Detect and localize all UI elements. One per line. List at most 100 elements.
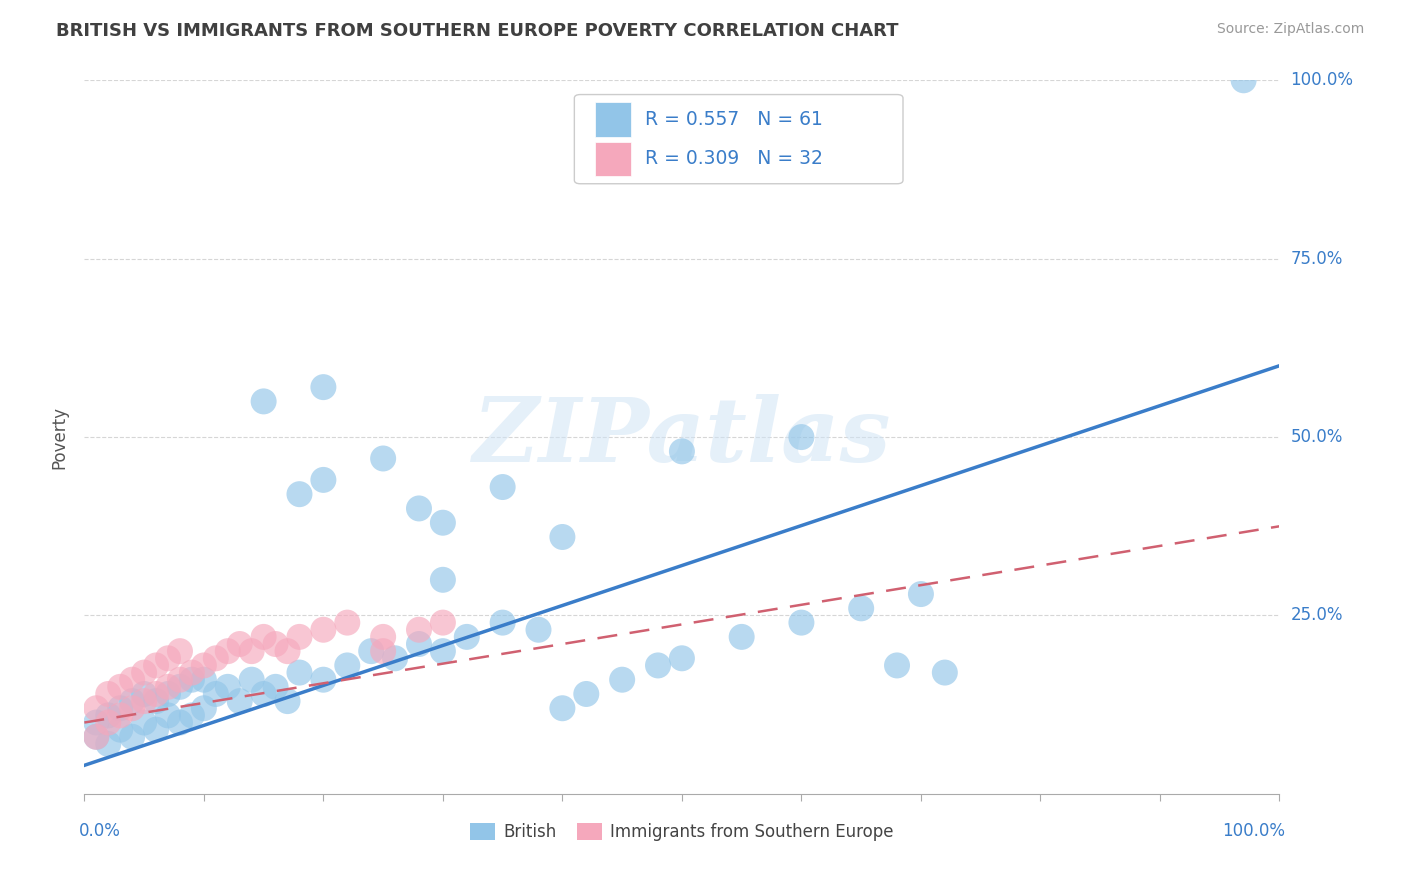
Text: Source: ZipAtlas.com: Source: ZipAtlas.com	[1216, 22, 1364, 37]
FancyBboxPatch shape	[575, 95, 903, 184]
FancyBboxPatch shape	[595, 142, 630, 176]
Point	[217, 680, 239, 694]
FancyBboxPatch shape	[595, 103, 630, 136]
Point	[169, 680, 191, 694]
Text: 0.0%: 0.0%	[79, 822, 121, 840]
Point	[1233, 73, 1256, 87]
Point	[145, 658, 167, 673]
Point	[336, 615, 359, 630]
Point	[910, 587, 932, 601]
Text: 75.0%: 75.0%	[1291, 250, 1343, 268]
Text: 100.0%: 100.0%	[1291, 71, 1354, 89]
Point	[132, 665, 156, 680]
Point	[264, 680, 287, 694]
Point	[492, 615, 515, 630]
Point	[384, 651, 406, 665]
Text: R = 0.309   N = 32: R = 0.309 N = 32	[645, 149, 823, 169]
Point	[336, 658, 359, 673]
Point	[312, 673, 335, 687]
Point	[205, 687, 228, 701]
Point	[671, 651, 693, 665]
Text: 100.0%: 100.0%	[1222, 822, 1285, 840]
Point	[86, 701, 108, 715]
Point	[934, 665, 956, 680]
Point	[277, 644, 299, 658]
Point	[132, 687, 156, 701]
Point	[373, 644, 395, 658]
Point	[575, 687, 598, 701]
Point	[132, 715, 156, 730]
Point	[86, 715, 108, 730]
Legend: British, Immigrants from Southern Europe: British, Immigrants from Southern Europe	[461, 815, 903, 850]
Point	[288, 630, 311, 644]
Point	[373, 451, 395, 466]
Text: BRITISH VS IMMIGRANTS FROM SOUTHERN EUROPE POVERTY CORRELATION CHART: BRITISH VS IMMIGRANTS FROM SOUTHERN EURO…	[56, 22, 898, 40]
Point	[456, 630, 478, 644]
Point	[121, 673, 143, 687]
Point	[288, 487, 311, 501]
Point	[886, 658, 908, 673]
Point	[86, 730, 108, 744]
Point	[97, 708, 120, 723]
Point	[97, 715, 120, 730]
Point	[790, 615, 813, 630]
Point	[181, 665, 204, 680]
Point	[121, 694, 143, 708]
Point	[97, 737, 120, 751]
Point	[110, 701, 132, 715]
Point	[157, 680, 180, 694]
Point	[229, 637, 252, 651]
Point	[240, 644, 263, 658]
Point	[277, 694, 299, 708]
Point	[86, 730, 108, 744]
Point	[408, 637, 430, 651]
Point	[288, 665, 311, 680]
Point	[253, 687, 276, 701]
Point	[121, 701, 143, 715]
Point	[169, 673, 191, 687]
Point	[492, 480, 515, 494]
Point	[264, 637, 287, 651]
Point	[851, 601, 873, 615]
Point	[312, 380, 335, 394]
Y-axis label: Poverty: Poverty	[51, 406, 69, 468]
Point	[229, 694, 252, 708]
Point	[432, 516, 454, 530]
Point	[432, 615, 454, 630]
Point	[193, 673, 215, 687]
Point	[647, 658, 669, 673]
Point	[671, 444, 693, 458]
Point	[145, 723, 167, 737]
Point	[527, 623, 550, 637]
Point	[132, 694, 156, 708]
Point	[731, 630, 754, 644]
Point	[551, 530, 574, 544]
Point	[253, 630, 276, 644]
Point	[157, 708, 180, 723]
Point	[360, 644, 382, 658]
Point	[110, 723, 132, 737]
Point	[181, 673, 204, 687]
Point	[110, 708, 132, 723]
Point	[240, 673, 263, 687]
Point	[97, 687, 120, 701]
Point	[169, 715, 191, 730]
Point	[551, 701, 574, 715]
Point	[253, 394, 276, 409]
Point	[157, 687, 180, 701]
Text: R = 0.557   N = 61: R = 0.557 N = 61	[645, 110, 823, 129]
Point	[408, 501, 430, 516]
Point	[193, 701, 215, 715]
Text: 25.0%: 25.0%	[1291, 607, 1343, 624]
Point	[110, 680, 132, 694]
Point	[193, 658, 215, 673]
Point	[432, 573, 454, 587]
Point	[432, 644, 454, 658]
Text: ZIPatlas: ZIPatlas	[474, 394, 890, 480]
Point	[181, 708, 204, 723]
Point	[169, 644, 191, 658]
Point	[145, 694, 167, 708]
Point	[312, 623, 335, 637]
Point	[373, 630, 395, 644]
Point	[217, 644, 239, 658]
